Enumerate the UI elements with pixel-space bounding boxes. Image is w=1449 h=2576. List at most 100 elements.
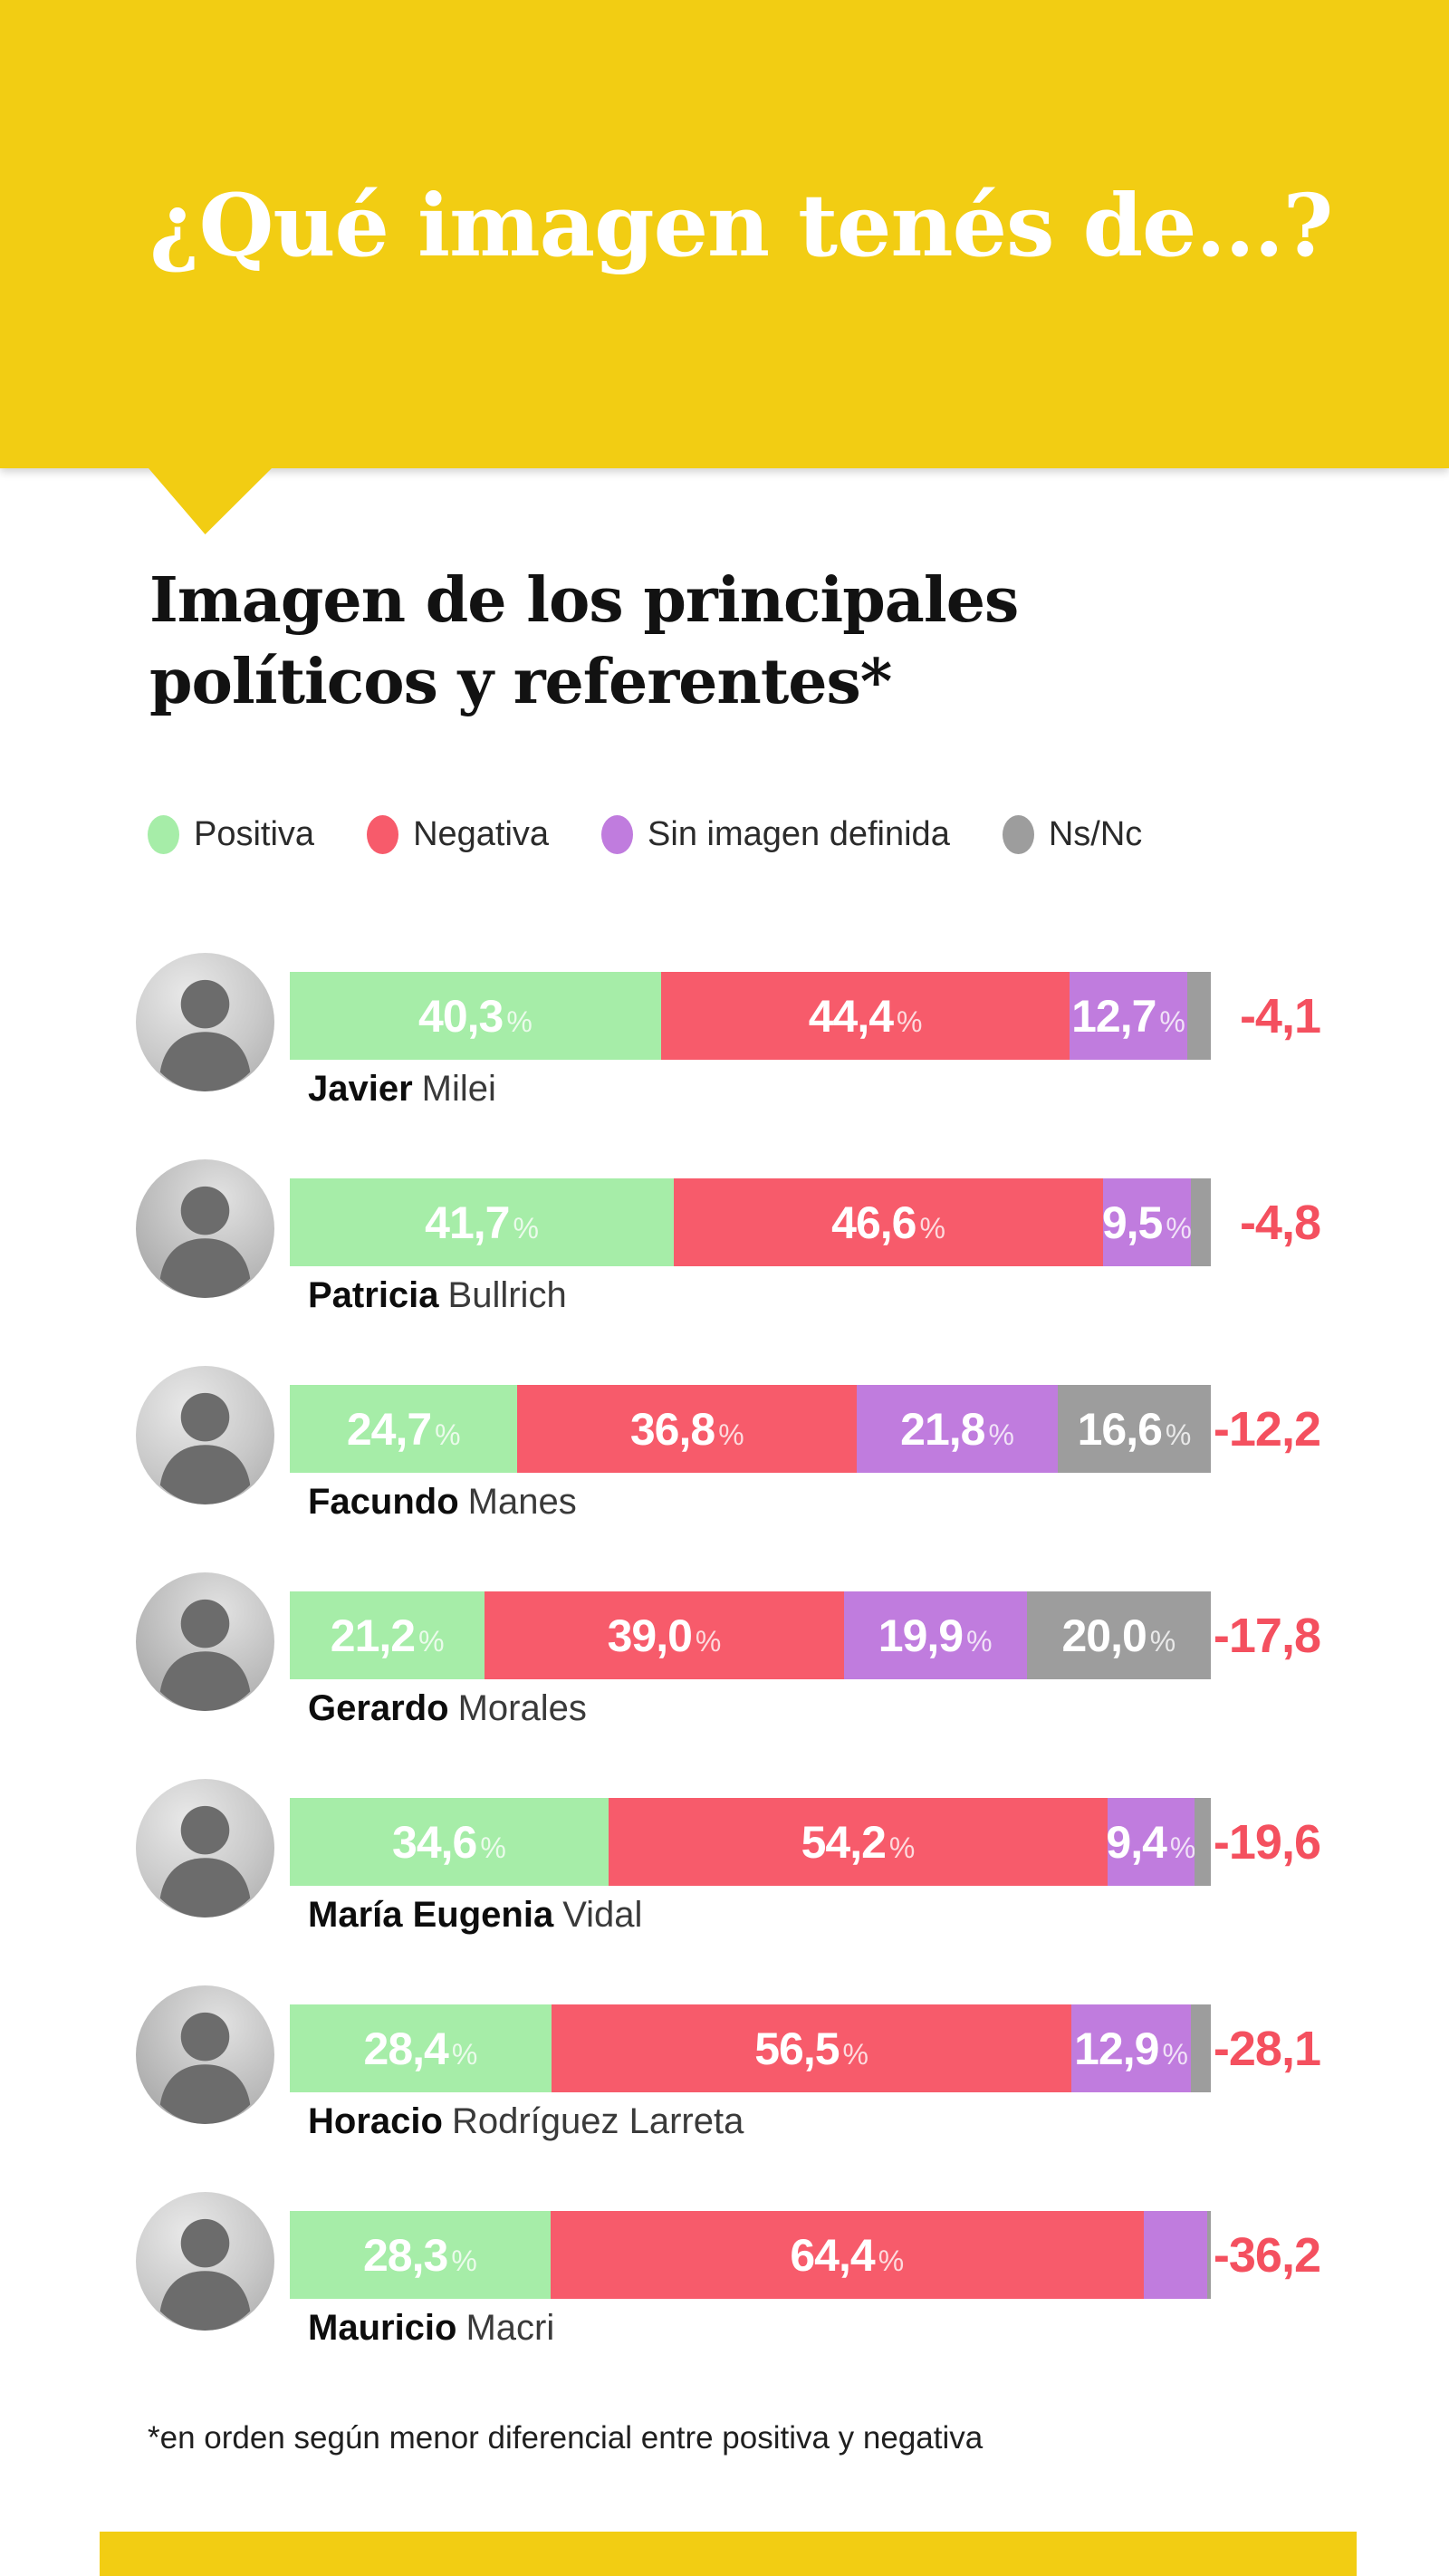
person-silhouette-icon — [159, 1186, 251, 1298]
segment-value-label: 56,5% — [754, 2023, 868, 2075]
differential-value: -12,2 — [1213, 1401, 1321, 1456]
segment-value-number: 21,8 — [900, 1403, 985, 1455]
legend-color-dot-icon — [367, 815, 399, 854]
person-first-name: Gerardo — [308, 1688, 449, 1728]
segment-value-label: 21,2% — [331, 1610, 445, 1662]
person-silhouette-icon — [159, 979, 251, 1091]
avatar-photo — [136, 1366, 274, 1504]
segment-value-label: 28,4% — [364, 2023, 478, 2075]
bar-segment-sin_imagen: 12,7% — [1070, 972, 1187, 1060]
bar-segment-negativa: 54,2% — [608, 1798, 1108, 1886]
politician-row: 28,3% 64,4% Mauricio Macri -36,2 — [0, 2192, 1449, 2398]
bar-segment-nsnc — [1206, 2211, 1211, 2299]
avatar-photo — [136, 1572, 274, 1711]
segment-value-number: 40,3 — [418, 990, 504, 1042]
differential-value: -17,8 — [1213, 1608, 1321, 1663]
person-name: María Eugenia Vidal — [308, 1895, 642, 1936]
segment-value-label: 20,0% — [1061, 1610, 1176, 1662]
segment-value-number: 9,4 — [1106, 1816, 1167, 1868]
stacked-bar: 28,3% 64,4% — [290, 2211, 1211, 2299]
legend-item-positiva: Positiva — [148, 815, 314, 854]
bar-segment-sin_imagen: 21,8% — [857, 1385, 1058, 1473]
percent-sign: % — [1169, 1831, 1196, 1864]
percent-sign: % — [1166, 1211, 1192, 1245]
percent-sign: % — [695, 1624, 722, 1658]
person-name: Gerardo Morales — [308, 1688, 587, 1729]
segment-value-number: 20,0 — [1061, 1610, 1147, 1661]
bar-segment-sin_imagen: 9,5% — [1102, 1178, 1192, 1266]
legend: Positiva Negativa Sin imagen definida Ns/Nc — [148, 815, 1361, 854]
stacked-bar: 41,7% 46,6% 9,5% — [290, 1178, 1211, 1266]
bar-segment-sin_imagen: 9,4% — [1106, 1798, 1196, 1886]
percent-sign: % — [842, 2037, 868, 2071]
percent-sign: % — [718, 1418, 744, 1451]
segment-value-label: 46,6% — [831, 1197, 945, 1249]
person-name: Patricia Bullrich — [308, 1275, 567, 1316]
segment-value-number: 12,7 — [1071, 990, 1156, 1042]
legend-label: Ns/Nc — [1048, 815, 1143, 853]
segment-value-number: 24,7 — [346, 1403, 432, 1455]
avatar-photo — [136, 1985, 274, 2124]
person-last-name: Bullrich — [447, 1275, 567, 1315]
bar-segment-negativa: 56,5% — [551, 2004, 1072, 2092]
person-first-name: Horacio — [308, 2101, 443, 2141]
bar-segment-positiva: 41,7% — [290, 1178, 675, 1266]
stacked-bar: 40,3% 44,4% 12,7% — [290, 972, 1211, 1060]
chart-title-line2: políticos y referentes* — [149, 646, 892, 718]
bar-segment-nsnc: 20,0% — [1026, 1591, 1211, 1679]
differential-value: -28,1 — [1213, 2021, 1321, 2076]
segment-value-number: 36,8 — [629, 1403, 715, 1455]
person-name: Mauricio Macri — [308, 2308, 554, 2349]
person-silhouette-icon — [159, 1392, 251, 1504]
person-last-name: Macri — [465, 2308, 555, 2348]
segment-value-label: 16,6% — [1078, 1403, 1192, 1456]
bar-chart-rows: 40,3% 44,4% 12,7% Javier Milei -4,1 41,7% 46,6%… — [0, 953, 1449, 2398]
person-first-name: Javier — [308, 1069, 413, 1109]
bar-segment-nsnc — [1186, 972, 1211, 1060]
percent-sign: % — [888, 1831, 916, 1864]
bar-segment-nsnc — [1194, 1798, 1211, 1886]
segment-value-number: 39,0 — [607, 1610, 693, 1661]
person-name: Horacio Rodríguez Larreta — [308, 2101, 744, 2142]
segment-value-number: 54,2 — [801, 1816, 887, 1868]
bar-segment-sin_imagen — [1143, 2211, 1207, 2299]
percent-sign: % — [878, 2244, 905, 2277]
stacked-bar: 21,2% 39,0% 19,9% 20,0% — [290, 1591, 1211, 1679]
segment-value-number: 9,5 — [1101, 1197, 1164, 1248]
segment-value-label: 9,5% — [1102, 1197, 1192, 1249]
percent-sign: % — [1165, 1418, 1192, 1451]
segment-value-number: 64,4 — [790, 2229, 875, 2281]
bar-segment-nsnc — [1190, 2004, 1211, 2092]
segment-value-label: 36,8% — [630, 1403, 744, 1456]
bar-segment-negativa: 36,8% — [517, 1385, 858, 1473]
politician-row: 21,2% 39,0% 19,9% 20,0% Gerardo Morales -17,8 — [0, 1572, 1449, 1779]
person-last-name: Vidal — [562, 1895, 643, 1935]
percent-sign: % — [418, 1624, 445, 1658]
bar-segment-positiva: 21,2% — [290, 1591, 485, 1679]
bar-segment-negativa: 46,6% — [674, 1178, 1103, 1266]
segment-value-number: 46,6 — [831, 1197, 916, 1248]
segment-value-label: 19,9% — [878, 1610, 993, 1662]
stacked-bar: 34,6% 54,2% 9,4% — [290, 1798, 1211, 1886]
bar-segment-positiva: 34,6% — [290, 1798, 609, 1886]
percent-sign: % — [897, 1004, 923, 1038]
legend-color-dot-icon — [148, 815, 179, 854]
avatar-photo — [136, 1779, 274, 1918]
segment-value-number: 19,9 — [878, 1610, 964, 1661]
percent-sign: % — [435, 1418, 461, 1451]
bottom-accent-bar — [100, 2532, 1357, 2576]
person-first-name: Facundo — [308, 1482, 459, 1522]
person-silhouette-icon — [159, 1599, 251, 1711]
segment-value-label: 21,8% — [900, 1403, 1014, 1456]
segment-value-number: 28,4 — [363, 2023, 449, 2074]
percent-sign: % — [1149, 1624, 1176, 1658]
person-first-name: María Eugenia — [308, 1895, 554, 1935]
differential-value: -4,1 — [1239, 988, 1321, 1043]
segment-value-number: 44,4 — [808, 990, 894, 1042]
segment-value-label: 41,7% — [425, 1197, 539, 1249]
footnote: *en orden según menor diferencial entre … — [148, 2420, 984, 2456]
chart-title-line1: Imagen de los principales — [149, 564, 1019, 637]
bar-segment-nsnc — [1190, 1178, 1211, 1266]
legend-item-negativa: Negativa — [367, 815, 549, 854]
person-first-name: Patricia — [308, 1275, 439, 1315]
